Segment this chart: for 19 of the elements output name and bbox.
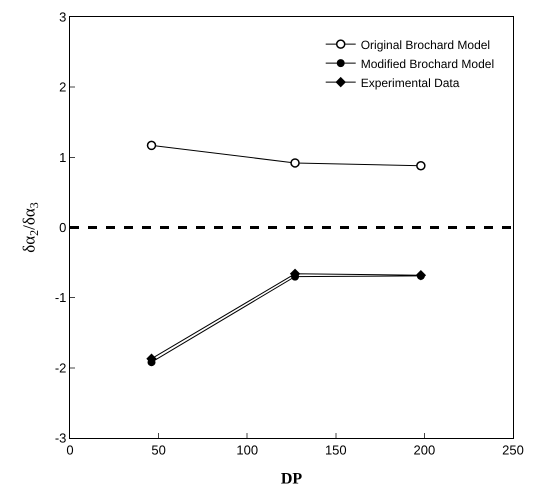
- y-tick-label: 2: [59, 80, 66, 95]
- y-tick-label: 1: [59, 150, 66, 165]
- point: [290, 158, 300, 168]
- legend-label: Original Brochard Model: [360, 38, 490, 52]
- point: [146, 140, 156, 150]
- x-tick-label: 200: [414, 442, 436, 458]
- y-tick-label: -3: [54, 430, 66, 446]
- x-tick-label: 100: [236, 442, 258, 458]
- x-tick-label: 150: [324, 442, 347, 458]
- point: [416, 161, 426, 170]
- x-tick-label: 50: [151, 442, 166, 458]
- y-tick-label: 3: [59, 10, 66, 25]
- y-tick-label: -1: [54, 290, 66, 306]
- legend-label: Experimental Data: [360, 76, 460, 90]
- x-tick-label: 250: [502, 442, 524, 458]
- x-axis-title: DP: [280, 470, 302, 488]
- legend-label: Modified Brochard Model: [360, 56, 494, 71]
- y-tick-label: 0: [59, 220, 66, 236]
- y-tick-label: -2: [54, 360, 66, 376]
